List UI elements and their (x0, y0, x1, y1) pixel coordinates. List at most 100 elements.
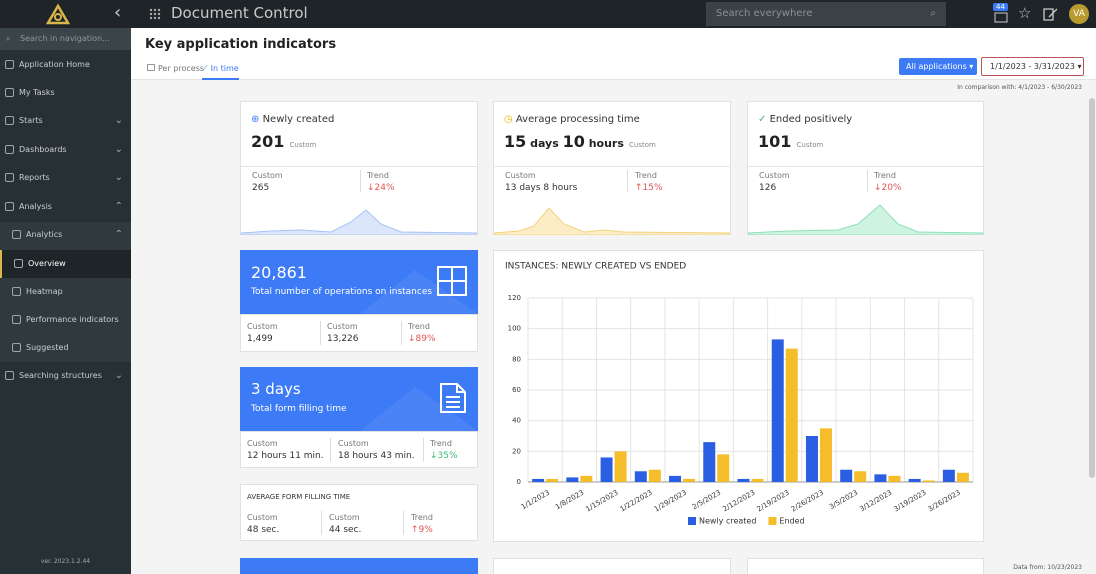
bar (942, 469, 955, 482)
summary-card (240, 558, 478, 574)
avg-title: AVERAGE FORM FILLING TIME (247, 493, 351, 501)
nav-item[interactable]: Dashboards ⌄ (0, 136, 131, 164)
favorites[interactable]: ☆ (1018, 4, 1032, 22)
trend-value: ↓24% (367, 183, 395, 193)
legend-label: Ended (779, 517, 804, 526)
nav-item[interactable]: Starts ⌄ (0, 107, 131, 135)
nav-label: Overview (28, 259, 66, 268)
stat-label: Custom (329, 513, 360, 522)
apps-icon[interactable] (149, 8, 161, 20)
tab[interactable]: Per process (147, 64, 204, 73)
chevron: ⌄ (114, 370, 123, 381)
divider (241, 166, 477, 167)
bar (683, 478, 696, 482)
main: Key application indicators Per process ⟋… (131, 28, 1096, 574)
notifications[interactable] (993, 4, 1009, 24)
nav-item[interactable]: Heatmap (0, 278, 131, 306)
bar (819, 428, 832, 482)
bar (805, 436, 818, 482)
bar (840, 469, 853, 482)
bar (908, 478, 921, 482)
global-search[interactable]: Search everywhere ⌕ (706, 2, 946, 26)
notification-badge: 44 (993, 3, 1008, 11)
bar (532, 478, 545, 482)
nav-item[interactable]: Suggested (0, 334, 131, 362)
stat-value: 18 hours 43 min. (338, 451, 415, 461)
stat-value: 265 (252, 183, 270, 193)
x-tick-label: 1/22/2023 (619, 489, 654, 514)
kpi-value: 101 Custom (758, 132, 823, 151)
stat-value: 44 sec. (329, 525, 362, 535)
avatar[interactable]: VA (1069, 4, 1089, 24)
nav-label: My Tasks (19, 88, 55, 97)
nav-icon (5, 371, 14, 380)
nav-label: Suggested (26, 343, 69, 352)
stat-value: 12 hours 11 min. (247, 451, 324, 461)
summary-value: 20,861 (251, 263, 307, 282)
stat-label: Custom (247, 513, 278, 522)
y-tick-label: 20 (512, 447, 521, 455)
y-tick-label: 80 (512, 355, 521, 363)
page-title: Key application indicators (145, 37, 337, 52)
bar (751, 478, 764, 482)
nav-item[interactable]: Searching structures ⌄ (0, 362, 131, 390)
nav-item[interactable]: Analysis ⌃ (0, 193, 131, 221)
kpi-title-text: Average processing time (515, 114, 640, 125)
scrollbar[interactable] (1089, 98, 1095, 478)
avg-card: AVERAGE FORM FILLING TIME Custom 48 sec.… (240, 484, 478, 541)
chevron: ⌄ (114, 115, 123, 126)
nav-item[interactable]: Overview (0, 250, 131, 278)
nav-label: Searching structures (19, 371, 102, 380)
bar (717, 454, 730, 482)
nav-item[interactable]: Analytics ⌃ (0, 221, 131, 249)
card-icon (437, 266, 467, 296)
nav-icon (5, 116, 14, 125)
x-tick-label: 1/15/2023 (584, 489, 619, 514)
divider (320, 321, 321, 345)
nav-item[interactable]: Performance indicators (0, 306, 131, 334)
nav-label: Performance indicators (26, 315, 119, 324)
divider (330, 438, 331, 462)
tab-active[interactable]: ⟋ In time (202, 61, 239, 80)
sidebar: ⌕ Search in navigation... Application Hom… (0, 28, 131, 574)
x-tick-label: 2/5/2023 (691, 489, 722, 512)
bar (854, 471, 867, 482)
chevron: ⌄ (114, 144, 123, 155)
kpi-card: ✓ Ended positively 101 Custom Custom 126… (747, 101, 984, 235)
search-placeholder: Search everywhere (716, 8, 813, 19)
bar (648, 469, 661, 482)
version: ver. 2023.1.2.44 (40, 558, 91, 565)
nav-label: Starts (19, 116, 43, 125)
date-range[interactable]: 1/1/2023 - 3/31/2023 ▾ (981, 57, 1084, 76)
collapse-button[interactable]: ‹ (114, 2, 122, 23)
nav-item[interactable]: Reports ⌄ (0, 164, 131, 192)
y-tick-label: 120 (508, 294, 521, 302)
trend-label: Trend (408, 322, 430, 331)
chart-card: INSTANCES: NEWLY CREATED VS ENDED 0 20 40 6… (493, 250, 984, 542)
sparkline (494, 207, 730, 235)
application-filter[interactable]: All applications ▾ (899, 58, 977, 75)
nav-icon (5, 145, 14, 154)
kpi-value: 15 days 10 hours Custom (504, 132, 656, 151)
tasks-icon[interactable] (1043, 7, 1059, 21)
summary-card: 3 days Total form filling time (240, 367, 478, 431)
nav-icon (12, 287, 21, 296)
stat-label: Custom (759, 171, 790, 180)
nav-icon (5, 173, 14, 182)
bar (771, 339, 784, 482)
summary-label: Total number of operations on instances (251, 287, 433, 297)
kpi-unit-word: hours (584, 137, 624, 150)
kpi-title: ◷ Average processing time (504, 114, 640, 125)
stat-value: 126 (759, 183, 777, 193)
summary-stats: Custom 12 hours 11 min. Custom 18 hours … (240, 431, 478, 468)
stat-value: 48 sec. (247, 525, 280, 535)
divider (321, 511, 322, 535)
nav-item[interactable]: Application Home (0, 51, 131, 79)
nav-item[interactable]: My Tasks (0, 79, 131, 107)
nav-search-placeholder: Search in navigation... (20, 34, 110, 43)
sparkline (748, 204, 983, 235)
divider (627, 170, 628, 192)
card-decoration (360, 387, 478, 431)
x-tick-label: 1/29/2023 (653, 489, 688, 514)
nav-search[interactable]: ⌕ Search in navigation... (0, 28, 131, 50)
